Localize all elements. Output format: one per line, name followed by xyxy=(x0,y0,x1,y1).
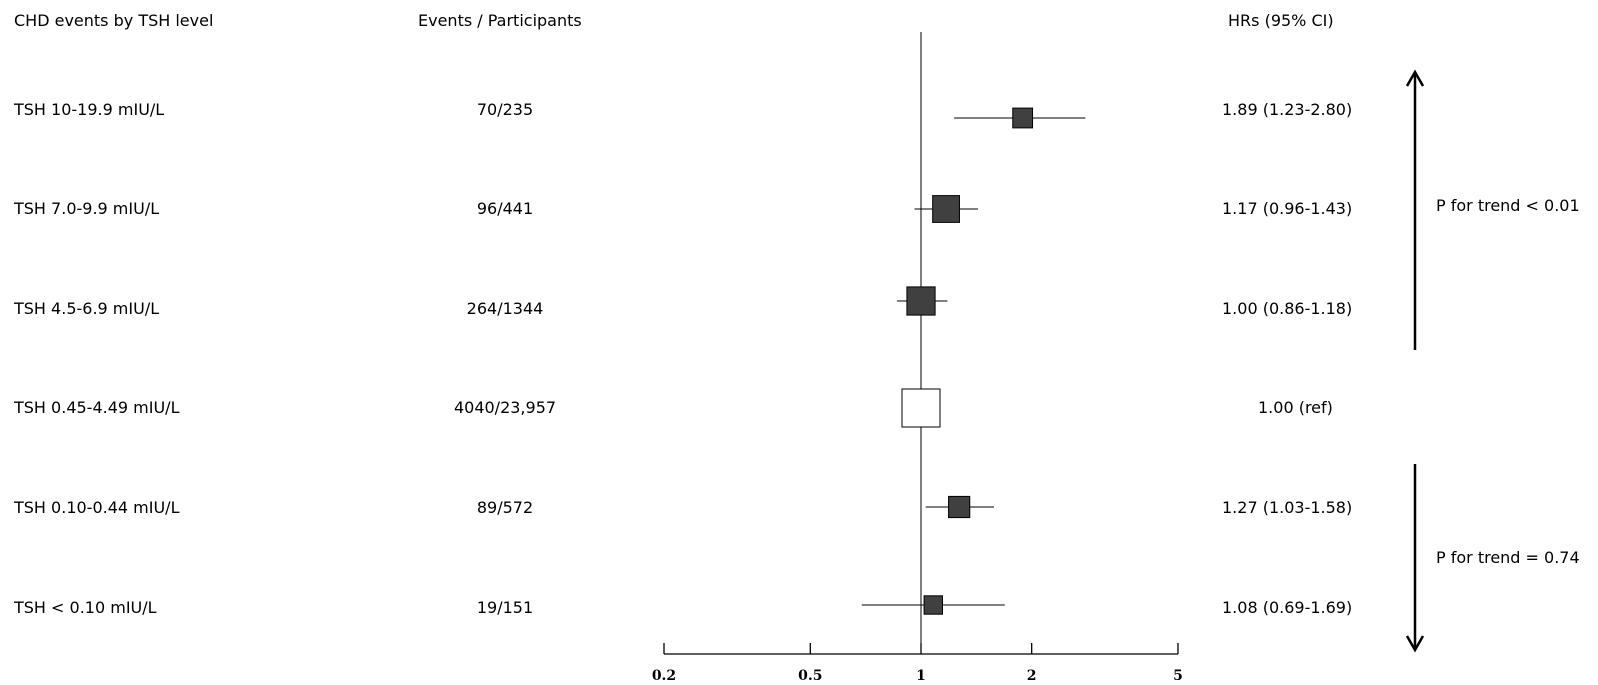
x-tick-label: 2 xyxy=(1027,668,1037,684)
row-label: TSH 4.5-6.9 mIU/L xyxy=(14,299,160,318)
row-hr-text: 1.27 (1.03-1.58) xyxy=(1222,498,1353,517)
hr-marker xyxy=(932,195,960,223)
row-hr-text: 1.00 (0.86-1.18) xyxy=(1222,299,1353,318)
x-tick-label: 0.2 xyxy=(652,668,676,684)
row-hr-text: 1.00 (ref) xyxy=(1258,398,1333,417)
row-events-value: 70/235 xyxy=(476,100,534,119)
row-label: TSH < 0.10 mIU/L xyxy=(14,598,157,617)
hr-marker xyxy=(923,595,943,615)
row-label: TSH 10-19.9 mIU/L xyxy=(14,100,165,119)
row-events-value: 264/1344 xyxy=(466,299,544,318)
row-label: TSH 7.0-9.9 mIU/L xyxy=(14,199,160,218)
reference-marker xyxy=(901,388,941,428)
x-tick-label: 5 xyxy=(1173,668,1183,684)
hr-marker xyxy=(948,495,971,519)
trend-lower-label: P for trend = 0.74 xyxy=(1436,548,1580,567)
row-events-value: 4040/23,957 xyxy=(453,398,557,417)
row-events-value: 96/441 xyxy=(476,199,534,218)
row-hr-text: 1.89 (1.23-2.80) xyxy=(1222,100,1353,119)
row-label: TSH 0.10-0.44 mIU/L xyxy=(14,498,180,517)
row-events-value: 19/151 xyxy=(476,598,534,617)
x-tick-label: 0.5 xyxy=(798,668,822,684)
row-hr-text: 1.17 (0.96-1.43) xyxy=(1222,199,1353,218)
row-label: TSH 0.45-4.49 mIU/L xyxy=(14,398,180,417)
column-header-hr: HRs (95% CI) xyxy=(1228,11,1334,30)
row-hr-text: 1.08 (0.69-1.69) xyxy=(1222,598,1353,617)
hr-marker xyxy=(906,286,936,316)
trend-lower-arrow-head xyxy=(1405,635,1425,653)
trend-upper-label: P for trend < 0.01 xyxy=(1436,196,1580,215)
column-header-tsh-level: CHD events by TSH level xyxy=(14,11,214,30)
trend-upper-arrow-head xyxy=(1405,69,1425,87)
column-header-events: Events / Participants xyxy=(418,11,582,30)
hr-marker xyxy=(1012,107,1034,129)
x-tick-label: 1 xyxy=(916,668,926,684)
row-events-value: 89/572 xyxy=(476,498,534,517)
